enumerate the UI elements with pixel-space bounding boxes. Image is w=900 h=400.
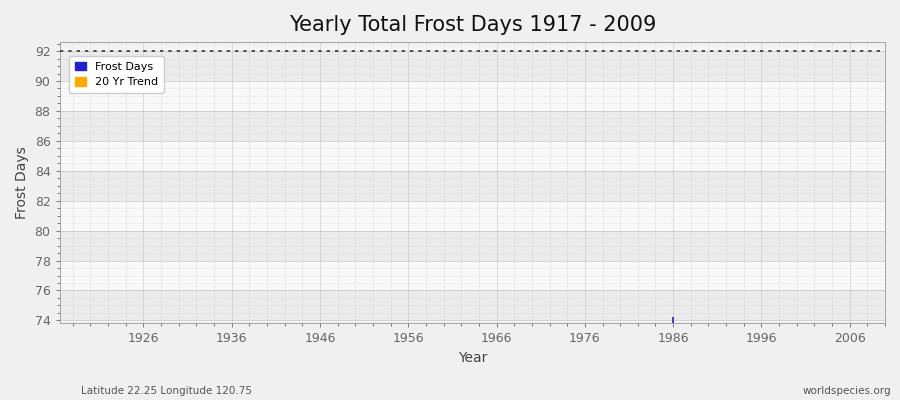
Text: worldspecies.org: worldspecies.org	[803, 386, 891, 396]
Bar	[59, 111, 885, 141]
Bar	[59, 141, 885, 171]
X-axis label: Year: Year	[457, 351, 487, 365]
Legend: Frost Days, 20 Yr Trend: Frost Days, 20 Yr Trend	[69, 56, 164, 93]
Bar	[59, 231, 885, 260]
Y-axis label: Frost Days: Frost Days	[15, 146, 29, 219]
Bar	[59, 171, 885, 201]
Bar	[59, 201, 885, 231]
Bar	[59, 260, 885, 290]
Bar	[59, 81, 885, 111]
Bar	[59, 51, 885, 81]
Text: Latitude 22.25 Longitude 120.75: Latitude 22.25 Longitude 120.75	[81, 386, 252, 396]
Title: Yearly Total Frost Days 1917 - 2009: Yearly Total Frost Days 1917 - 2009	[289, 15, 656, 35]
Bar	[59, 290, 885, 320]
